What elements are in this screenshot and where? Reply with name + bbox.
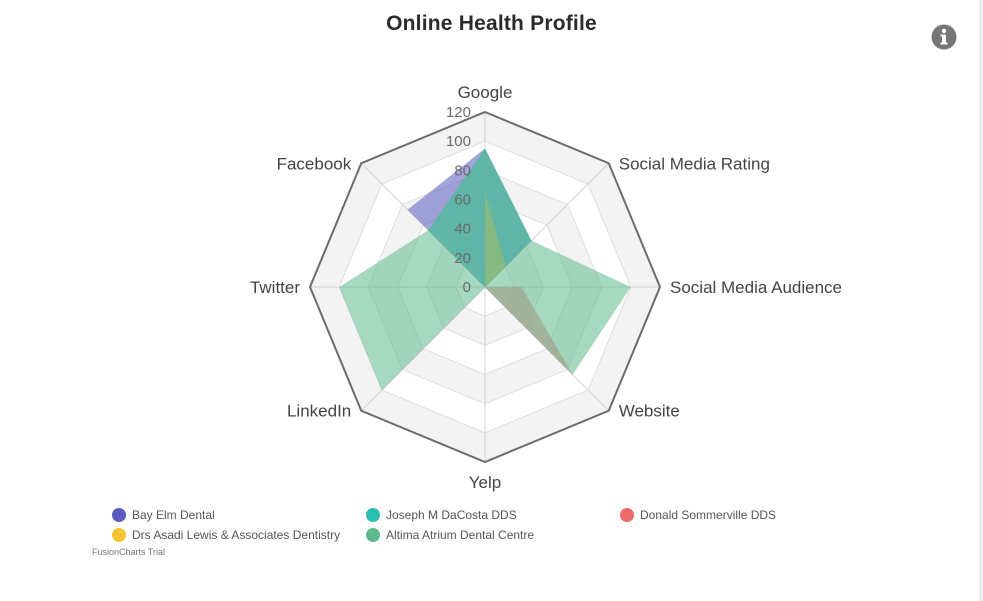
category-label: Website <box>619 402 680 421</box>
trial-watermark: FusionCharts Trial <box>92 547 166 557</box>
legend-item-drs-asadi-lewis[interactable]: Drs Asadi Lewis & Associates Dentistry <box>112 528 340 542</box>
legend-label: Altima Atrium Dental Centre <box>386 528 535 542</box>
legend-swatch <box>112 508 126 522</box>
tick-label: 40 <box>454 221 471 238</box>
legend-item-joseph-m-dacosta-dds[interactable]: Joseph M DaCosta DDS <box>366 508 517 522</box>
tick-label: 0 <box>463 279 471 296</box>
category-label: Twitter <box>250 278 300 297</box>
tick-label: 20 <box>454 250 471 267</box>
category-label: Facebook <box>277 154 352 173</box>
legend-label: Joseph M DaCosta DDS <box>386 508 517 522</box>
chart-title: Online Health Profile <box>386 12 597 35</box>
legend-label: Drs Asadi Lewis & Associates Dentistry <box>132 528 341 542</box>
tick-label: 120 <box>446 104 471 121</box>
tick-label: 60 <box>454 192 471 209</box>
legend-swatch <box>366 528 380 542</box>
legend-swatch <box>366 508 380 522</box>
category-label: LinkedIn <box>287 402 351 421</box>
tick-label: 80 <box>454 162 471 179</box>
radar-outer-ring <box>308 110 662 464</box>
category-label: Social Media Rating <box>619 154 770 173</box>
legend-item-altima-atrium-dental-centre[interactable]: Altima Atrium Dental Centre <box>366 528 534 542</box>
legend-item-donald-sommerville-dds[interactable]: Donald Sommerville DDS <box>620 508 776 522</box>
category-label: Yelp <box>469 473 501 492</box>
legend-swatch <box>112 528 126 542</box>
info-button[interactable] <box>931 24 957 50</box>
radar-spoke <box>484 286 610 412</box>
tick-label: 100 <box>446 133 471 150</box>
radar-outline <box>308 110 662 464</box>
info-circle-icon <box>931 24 957 50</box>
series-area <box>339 148 631 391</box>
category-label: Social Media Audience <box>670 278 842 297</box>
radar-axis-labels: Google Social Media Rating Social Media Au… <box>250 83 842 492</box>
legend-item-bay-elm-dental[interactable]: Bay Elm Dental <box>112 508 215 522</box>
radar-tick-labels: 0 20 40 60 80 100 120 <box>446 104 471 296</box>
legend-label: Donald Sommerville DDS <box>640 508 777 522</box>
legend-swatch <box>620 508 634 522</box>
radar-series <box>339 148 631 391</box>
legend-label: Bay Elm Dental <box>132 508 215 522</box>
window-edge <box>979 0 983 601</box>
category-label: Google <box>458 83 513 102</box>
